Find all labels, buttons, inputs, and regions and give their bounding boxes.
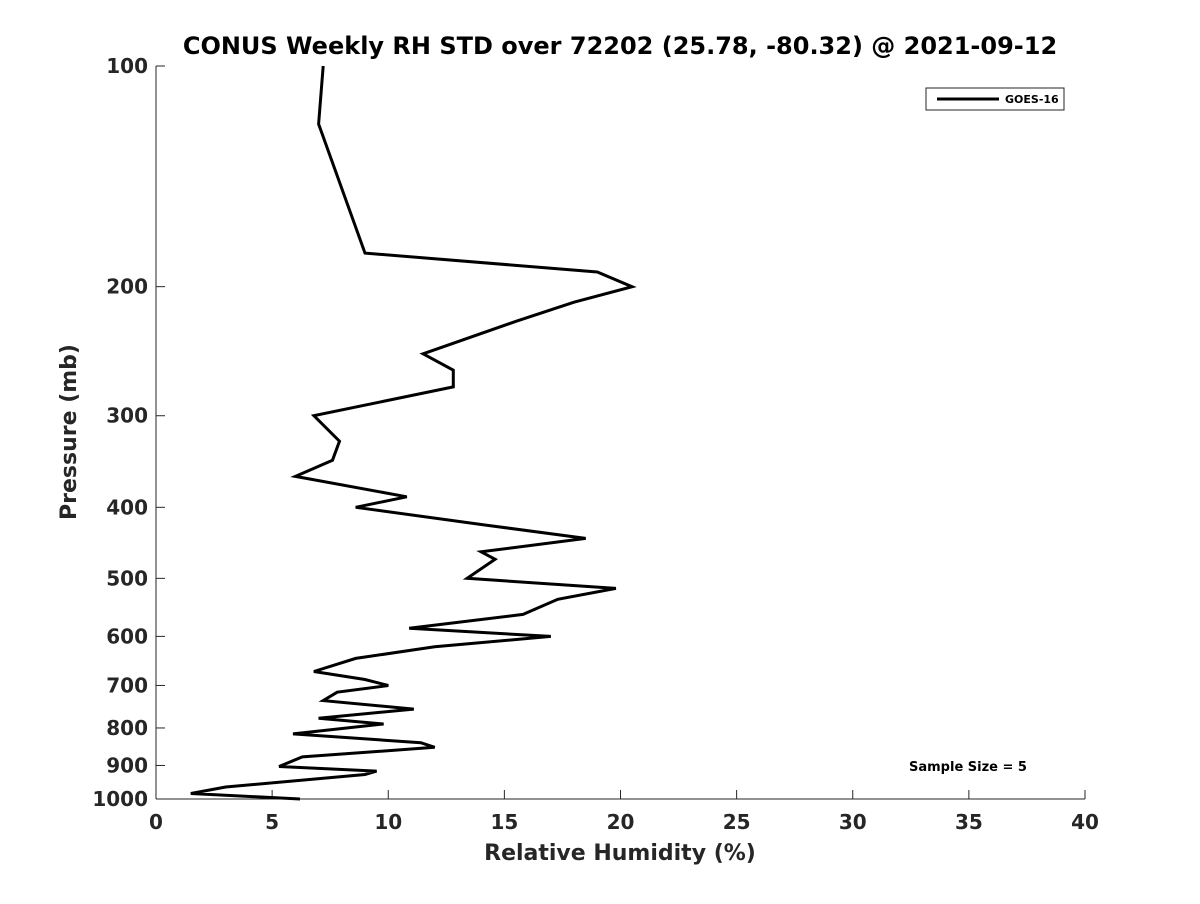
- x-tick-label: 10: [374, 810, 402, 834]
- y-axis-label: Pressure (mb): [57, 344, 82, 520]
- x-tick-label: 20: [607, 810, 635, 834]
- x-tick-label: 30: [839, 810, 867, 834]
- y-tick-label: 600: [106, 624, 148, 648]
- y-tick-label: 400: [106, 495, 148, 519]
- y-tick-label: 700: [106, 673, 148, 697]
- y-tick-label: 100: [106, 54, 148, 78]
- x-tick-label: 0: [149, 810, 163, 834]
- sample-size-note: Sample Size = 5: [909, 760, 1027, 775]
- x-axis-label: Relative Humidity (%): [484, 841, 756, 866]
- series-layer: [190, 65, 637, 801]
- y-tick-label: 1000: [92, 787, 148, 811]
- x-tick-label: 40: [1071, 810, 1099, 834]
- y-tick-label: 300: [106, 404, 148, 428]
- x-tick-label: 25: [723, 810, 751, 834]
- y-tick-label: 800: [106, 716, 148, 740]
- legend-label-goes-16: GOES-16: [1005, 93, 1059, 106]
- legend: GOES-16: [925, 87, 1065, 111]
- x-tick-label: 15: [490, 810, 518, 834]
- y-tick-label: 200: [106, 275, 148, 299]
- series-line-goes-16: [190, 65, 637, 801]
- y-tick-label: 500: [106, 566, 148, 590]
- x-tick-label: 35: [955, 810, 983, 834]
- x-tick-label: 5: [265, 810, 279, 834]
- chart-title: CONUS Weekly RH STD over 72202 (25.78, -…: [183, 32, 1057, 60]
- x-ticks: 0 5 10 15 20 25 30 35 40: [149, 790, 1099, 834]
- y-tick-label: 900: [106, 753, 148, 777]
- y-ticks: 100 200 300 400 500 600 700 800 900 1000: [92, 54, 165, 811]
